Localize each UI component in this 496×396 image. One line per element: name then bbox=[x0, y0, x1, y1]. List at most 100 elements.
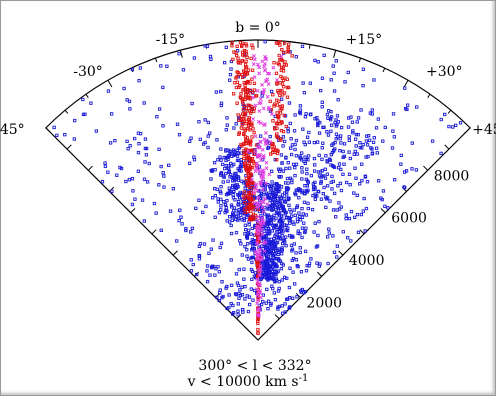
data-point bbox=[241, 310, 245, 314]
data-point bbox=[273, 223, 278, 227]
data-point bbox=[157, 183, 161, 187]
data-point bbox=[352, 215, 357, 220]
data-point bbox=[245, 138, 249, 142]
data-point bbox=[213, 273, 217, 277]
data-point bbox=[113, 138, 117, 143]
data-point bbox=[329, 123, 334, 127]
data-point bbox=[267, 270, 271, 275]
data-point bbox=[260, 94, 264, 98]
data-point bbox=[127, 99, 132, 104]
data-point bbox=[214, 267, 218, 271]
data-point bbox=[341, 155, 345, 160]
data-point bbox=[251, 95, 256, 100]
data-point bbox=[197, 198, 201, 202]
data-point bbox=[260, 59, 265, 64]
data-point bbox=[126, 147, 130, 151]
data-point bbox=[271, 65, 276, 70]
data-point bbox=[236, 113, 240, 117]
data-point bbox=[263, 40, 267, 44]
data-point bbox=[266, 278, 270, 282]
data-point bbox=[335, 255, 339, 259]
data-point bbox=[298, 214, 302, 219]
data-point bbox=[256, 214, 261, 219]
data-point bbox=[215, 295, 219, 299]
data-point bbox=[108, 141, 113, 145]
data-point bbox=[300, 170, 304, 174]
data-point bbox=[257, 65, 262, 70]
data-point bbox=[145, 180, 150, 184]
data-point bbox=[281, 206, 285, 211]
data-point bbox=[122, 86, 126, 91]
data-point bbox=[315, 261, 319, 265]
data-point bbox=[128, 107, 132, 111]
data-point bbox=[189, 269, 194, 273]
data-point bbox=[222, 155, 226, 160]
data-point bbox=[261, 192, 266, 197]
data-point bbox=[236, 302, 240, 306]
data-point bbox=[255, 62, 260, 67]
data-point bbox=[177, 219, 181, 223]
data-point bbox=[238, 196, 242, 200]
data-point bbox=[352, 152, 356, 156]
data-point bbox=[372, 78, 376, 82]
data-point bbox=[266, 263, 271, 268]
data-point bbox=[161, 124, 165, 128]
data-point bbox=[289, 146, 293, 150]
data-point bbox=[399, 162, 403, 166]
data-point bbox=[390, 146, 395, 150]
data-point bbox=[203, 118, 207, 122]
data-point bbox=[274, 257, 278, 261]
data-point bbox=[197, 244, 202, 248]
data-point bbox=[329, 109, 333, 114]
data-point bbox=[293, 191, 297, 196]
data-point bbox=[244, 106, 248, 110]
data-point bbox=[243, 112, 247, 117]
data-point bbox=[256, 231, 261, 236]
data-point bbox=[415, 105, 419, 109]
data-point bbox=[230, 214, 235, 219]
data-point bbox=[256, 321, 260, 326]
data-point bbox=[230, 218, 234, 222]
arc-tick bbox=[447, 109, 452, 114]
data-point bbox=[297, 196, 301, 200]
data-point bbox=[204, 204, 208, 209]
data-point bbox=[300, 44, 305, 49]
data-point bbox=[229, 301, 233, 306]
data-point bbox=[336, 98, 340, 102]
data-point bbox=[142, 219, 147, 223]
data-point bbox=[325, 159, 329, 163]
data-point bbox=[171, 187, 176, 191]
data-point bbox=[262, 271, 266, 275]
data-point bbox=[288, 121, 292, 126]
data-point bbox=[83, 112, 87, 116]
data-point bbox=[306, 188, 310, 192]
data-point bbox=[136, 169, 141, 173]
data-point bbox=[250, 226, 254, 231]
data-point bbox=[454, 123, 458, 128]
data-point bbox=[271, 188, 276, 192]
arc-tick bbox=[403, 79, 409, 88]
data-point bbox=[161, 171, 165, 175]
data-point bbox=[320, 146, 324, 150]
data-point bbox=[346, 125, 351, 129]
data-point bbox=[341, 149, 345, 154]
data-point bbox=[252, 106, 256, 111]
data-point bbox=[305, 263, 309, 268]
data-point bbox=[119, 166, 124, 171]
data-point bbox=[266, 299, 271, 303]
data-point bbox=[267, 172, 272, 177]
data-point bbox=[364, 139, 369, 143]
data-point bbox=[281, 50, 286, 55]
data-point bbox=[320, 157, 324, 161]
data-point bbox=[272, 244, 277, 248]
data-point bbox=[244, 176, 248, 181]
data-point bbox=[268, 134, 272, 139]
data-point bbox=[236, 151, 240, 155]
data-point bbox=[264, 160, 269, 165]
data-point bbox=[304, 112, 308, 116]
data-point bbox=[242, 142, 246, 146]
data-point bbox=[225, 306, 229, 311]
data-point bbox=[261, 175, 266, 179]
data-point bbox=[291, 270, 295, 274]
data-point bbox=[144, 153, 149, 157]
